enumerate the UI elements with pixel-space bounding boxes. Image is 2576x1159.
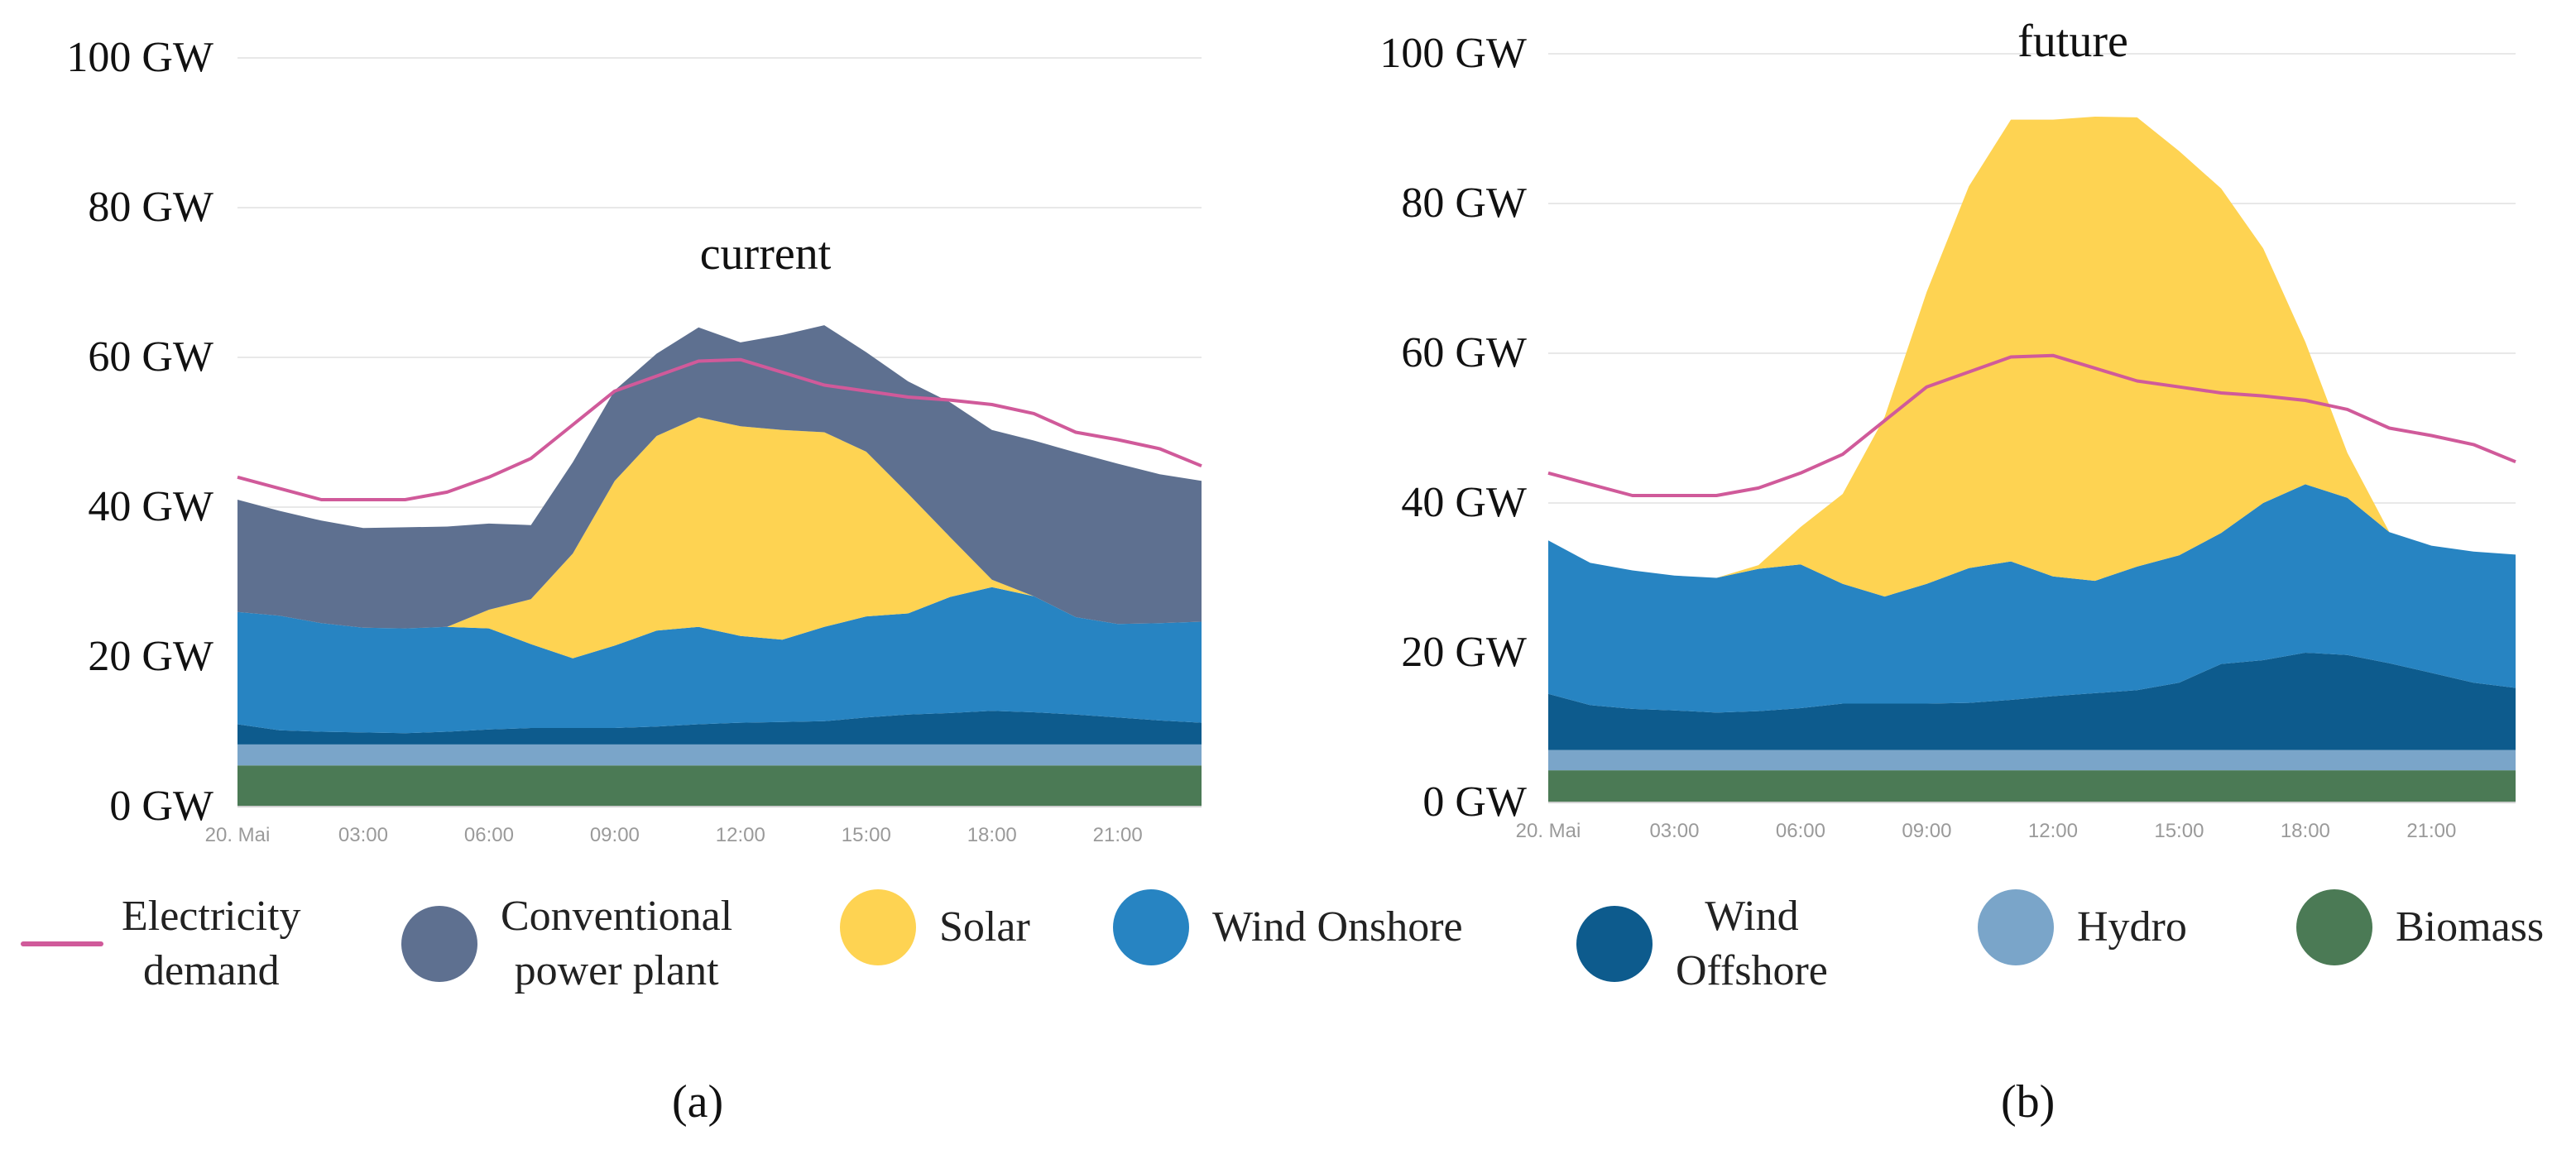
- caption-b: (b): [2001, 1076, 2056, 1128]
- area-solar: [237, 417, 1202, 659]
- x-tick-label: 18:00: [2281, 820, 2330, 842]
- legend-label: Wind Offshore: [1676, 893, 1828, 994]
- x-tick-label: 12:00: [2028, 820, 2078, 842]
- legend-swatch-wind-onshore: [1113, 889, 1189, 965]
- legend-swatch-wind-offshore: [1576, 906, 1653, 982]
- x-tick-label: 15:00: [842, 824, 891, 846]
- legend-swatch-solar: [840, 889, 916, 965]
- y-tick-label: 20 GW: [88, 633, 213, 680]
- x-tick-label: 03:00: [338, 824, 388, 846]
- area-conventional-power-plant: [237, 325, 1202, 629]
- chart-title: current: [700, 228, 832, 280]
- legend-label: Electricity demand: [122, 893, 301, 994]
- x-tick-label: 21:00: [1093, 824, 1143, 846]
- x-tick-label: 09:00: [590, 824, 640, 846]
- area-wind-offshore: [237, 711, 1202, 745]
- legend-item-hydro: Hydro: [1978, 889, 2187, 965]
- area-wind-offshore: [1548, 653, 2516, 750]
- legend-item-solar: Solar: [840, 889, 1030, 965]
- y-tick-label: 0 GW: [109, 783, 213, 830]
- x-tick-label: 06:00: [464, 824, 514, 846]
- legend-label: Hydro: [2077, 903, 2187, 951]
- x-tick-label: 06:00: [1776, 820, 1825, 842]
- legend: Electricity demand Conventional power pl…: [0, 889, 2576, 1046]
- y-tick-label: 40 GW: [1401, 479, 1527, 526]
- x-tick-label: 18:00: [967, 824, 1017, 846]
- area-biomass: [237, 765, 1202, 807]
- area-hydro: [1548, 750, 2516, 771]
- y-tick-label: 80 GW: [88, 184, 213, 231]
- y-tick-label: 60 GW: [88, 333, 213, 381]
- legend-swatch-conventional: [401, 906, 477, 982]
- legend-swatch-hydro: [1978, 889, 2054, 965]
- legend-item-biomass: Biomass: [2296, 889, 2544, 965]
- y-tick-label: 100 GW: [66, 34, 213, 81]
- line-electricity-demand: [237, 357, 1202, 501]
- legend-item-wind-onshore: Wind Onshore: [1113, 889, 1463, 965]
- y-tick-label: 0 GW: [1422, 778, 1527, 826]
- chart-current-svg: 0 GW 20 GW 40 GW 60 GW 80 GW 100 GW 20. Mai 03:…: [66, 34, 1202, 846]
- legend-label: Conventional power plant: [501, 893, 733, 994]
- area-hydro: [237, 744, 1202, 766]
- area-wind-onshore: [237, 587, 1202, 734]
- caption-a: (a): [672, 1076, 724, 1128]
- legend-swatch-electricity-demand: [21, 941, 103, 946]
- legend-item-wind-offshore: Wind Offshore: [1576, 889, 1828, 999]
- x-tick-label: 09:00: [1902, 820, 1951, 842]
- area-wind-onshore: [1548, 484, 2516, 713]
- y-tick-label: 40 GW: [88, 483, 213, 530]
- x-tick-label: 12:00: [716, 824, 765, 846]
- x-tick-label: 21:00: [2406, 820, 2456, 842]
- chart-future-svg: 0 GW 20 GW 40 GW 60 GW 80 GW 100 GW 20. Mai 03:…: [1379, 16, 2516, 842]
- x-tick-label: 20. Mai: [205, 824, 271, 846]
- chart-title: future: [2017, 16, 2128, 67]
- y-tick-label: 60 GW: [1401, 329, 1527, 376]
- y-tick-label: 100 GW: [1379, 30, 1527, 77]
- chart-panel-current: 0 GW 20 GW 40 GW 60 GW 80 GW 100 GW 20. Mai 03:…: [0, 0, 1258, 852]
- x-tick-label: 20. Mai: [1516, 820, 1581, 842]
- y-tick-label: 20 GW: [1401, 629, 1527, 676]
- x-tick-label: 15:00: [2154, 820, 2204, 842]
- legend-label: Wind Onshore: [1212, 903, 1463, 951]
- legend-label: Biomass: [2396, 903, 2545, 951]
- legend-item-conventional: Conventional power plant: [401, 889, 732, 999]
- chart-panel-future: 0 GW 20 GW 40 GW 60 GW 80 GW 100 GW 20. Mai 03:…: [1287, 0, 2545, 852]
- legend-swatch-biomass: [2296, 889, 2372, 965]
- area-biomass: [1548, 770, 2516, 802]
- y-tick-label: 80 GW: [1401, 180, 1527, 227]
- legend-label: Solar: [939, 903, 1030, 951]
- legend-item-electricity-demand: Electricity demand: [21, 889, 301, 999]
- x-tick-label: 03:00: [1649, 820, 1699, 842]
- line-electricity-demand: [1547, 353, 2516, 497]
